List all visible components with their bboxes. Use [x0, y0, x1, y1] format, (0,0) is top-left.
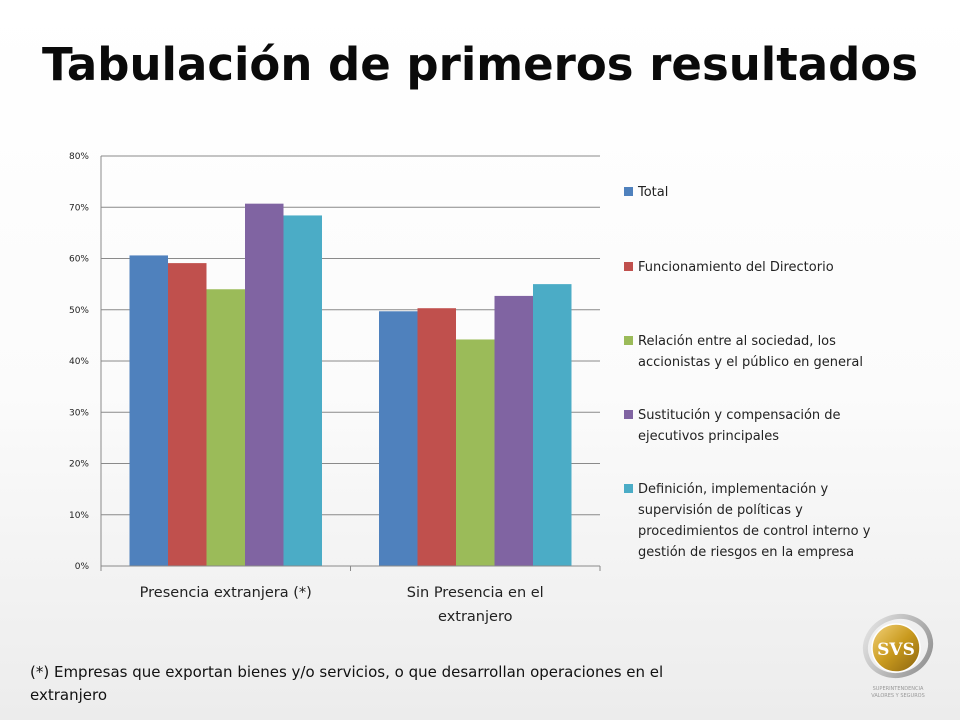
slide-title: Tabulación de primeros resultados — [42, 38, 918, 91]
logo-disc-icon — [871, 623, 921, 673]
legend-label: ejecutivos principales — [638, 429, 779, 444]
bar — [456, 339, 495, 566]
legend-label: Total — [637, 185, 668, 200]
y-tick-label: 60% — [69, 255, 89, 265]
legend-swatch — [624, 336, 633, 345]
y-tick-label: 0% — [75, 562, 90, 572]
y-tick-label: 80% — [69, 152, 89, 162]
bar — [129, 255, 168, 567]
bar — [379, 311, 418, 566]
bar — [283, 215, 322, 566]
bar-chart: 80% 70% 60% 50% 40% 30% 20% 10% 0% Presencia ext… — [69, 152, 871, 625]
legend: Total Funcionamiento del Directorio Relaci… — [624, 185, 871, 560]
legend-swatch — [624, 262, 633, 271]
logo-subtitle-line2: VALORES Y SEGUROS — [871, 693, 925, 699]
legend-swatch — [624, 187, 633, 196]
logo-ring-icon — [862, 614, 934, 678]
svs-logo: SVS — [862, 614, 934, 678]
bar — [494, 295, 533, 566]
legend-swatch — [624, 410, 633, 419]
category-labels: Presencia extranjera (*) Sin Presencia en… — [140, 585, 544, 625]
legend-label: supervisión de políticas y — [638, 503, 803, 518]
legend-label: Sustitución y compensación de — [638, 408, 841, 423]
y-tick-label: 50% — [69, 306, 89, 316]
legend-label: gestión de riesgos en la empresa — [638, 545, 854, 560]
y-tick-label: 40% — [69, 357, 89, 367]
y-tick-label: 30% — [69, 408, 89, 418]
y-tick-label: 20% — [69, 460, 89, 470]
logo-subtitle: SUPERINTENDENCIA VALORES Y SEGUROS — [848, 686, 948, 700]
legend-swatch — [624, 484, 633, 493]
legend-label: Relación entre al sociedad, los — [638, 334, 836, 349]
legend-label: Definición, implementación y — [638, 482, 828, 497]
bars — [129, 203, 572, 567]
x-category-label: Sin Presencia en el — [407, 585, 544, 601]
x-category-label: extranjero — [438, 609, 513, 625]
legend-label: Funcionamiento del Directorio — [638, 260, 834, 275]
bar — [206, 289, 245, 566]
bar — [417, 308, 456, 566]
bar — [533, 284, 572, 566]
axes — [100, 156, 601, 571]
logo-text: SVS — [877, 640, 915, 660]
logo-subtitle-line1: SUPERINTENDENCIA — [872, 686, 924, 692]
y-axis-tick-labels: 80% 70% 60% 50% 40% 30% 20% 10% 0% — [69, 152, 89, 572]
legend-label: procedimientos de control interno y — [638, 524, 871, 539]
bar — [168, 263, 207, 566]
y-tick-label: 70% — [69, 203, 89, 213]
footnote: (*) Empresas que exportan bienes y/o ser… — [30, 663, 664, 704]
bar — [245, 203, 284, 566]
legend-label: accionistas y el público en general — [638, 355, 863, 370]
y-tick-label: 10% — [69, 511, 89, 521]
x-category-label: Presencia extranjera (*) — [140, 585, 312, 601]
